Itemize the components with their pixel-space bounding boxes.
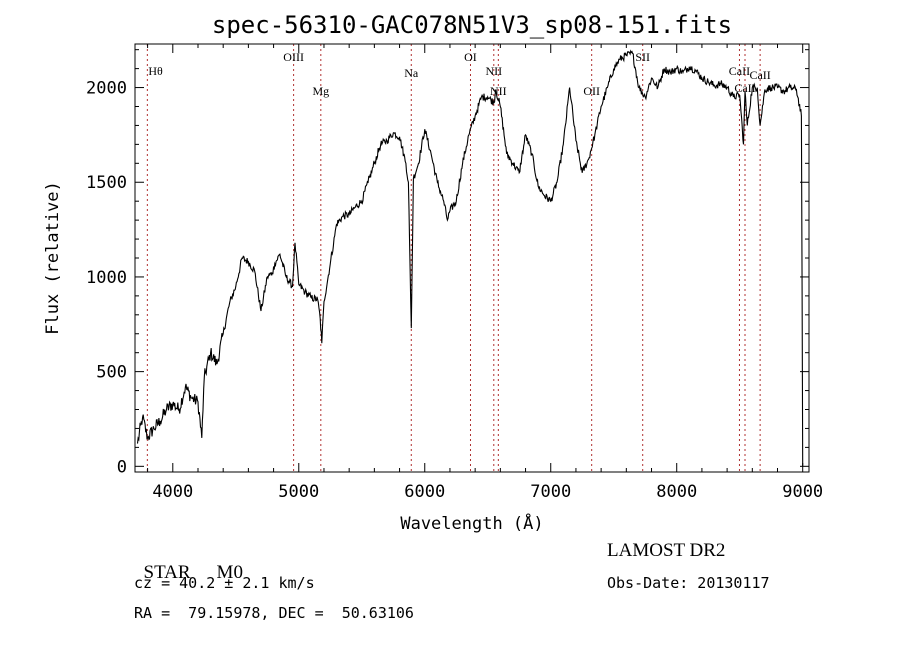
spectral-line-label: NII <box>485 64 502 78</box>
subclass-label: M0 <box>216 562 243 583</box>
object-class: STAR M0 <box>134 540 243 584</box>
x-tick-label: 8000 <box>656 482 697 502</box>
survey-label: LAMOST DR2 <box>607 540 726 561</box>
y-tick-label: 2000 <box>86 79 127 99</box>
obs-date-line: Obs-Date: 20130117 <box>607 574 770 592</box>
x-tick-label: 4000 <box>152 482 193 502</box>
spectral-line-label: OII <box>583 84 600 98</box>
x-tick-label: 6000 <box>404 482 445 502</box>
chart-title: spec-56310-GAC078N51V3_sp08-151.fits <box>212 11 732 39</box>
x-tick-label: 7000 <box>530 482 571 502</box>
y-axis-label: Flux (relative) <box>43 181 63 335</box>
spectral-line-label: NII <box>490 84 507 98</box>
y-tick-label: 500 <box>96 363 127 383</box>
spectrum-series-line <box>136 49 804 467</box>
y-tick-label: 0 <box>117 457 127 477</box>
x-tick-label: 9000 <box>782 482 823 502</box>
y-tick-label: 1500 <box>86 173 127 193</box>
redshift-line: cz = 40.2 ± 2.1 km/s <box>134 574 315 592</box>
spectral-line-label: CaII <box>734 81 755 95</box>
x-axis-label: Wavelength (Å) <box>400 512 543 534</box>
class-label: STAR <box>143 562 191 583</box>
spectral-line-label: CaII <box>749 68 770 82</box>
spectral-line-label: Na <box>404 66 419 80</box>
coordinates-line: RA = 79.15978, DEC = 50.63106 <box>134 604 414 622</box>
spectral-line-label: OIII <box>283 50 304 64</box>
axis-ticks: 4000 5000 6000 7000 8000 9000 0 500 1000 1500 2000 <box>86 44 823 502</box>
spectral-line-label: CaII <box>729 64 750 78</box>
spectral-line-label: Hθ <box>148 64 163 78</box>
plot-frame <box>134 43 810 473</box>
spectral-line-label: SII <box>635 50 650 64</box>
y-tick-label: 1000 <box>86 268 127 288</box>
spectral-line-label: OI <box>464 50 477 64</box>
spectral-line-label: Mg <box>312 84 329 98</box>
x-tick-label: 5000 <box>278 482 319 502</box>
